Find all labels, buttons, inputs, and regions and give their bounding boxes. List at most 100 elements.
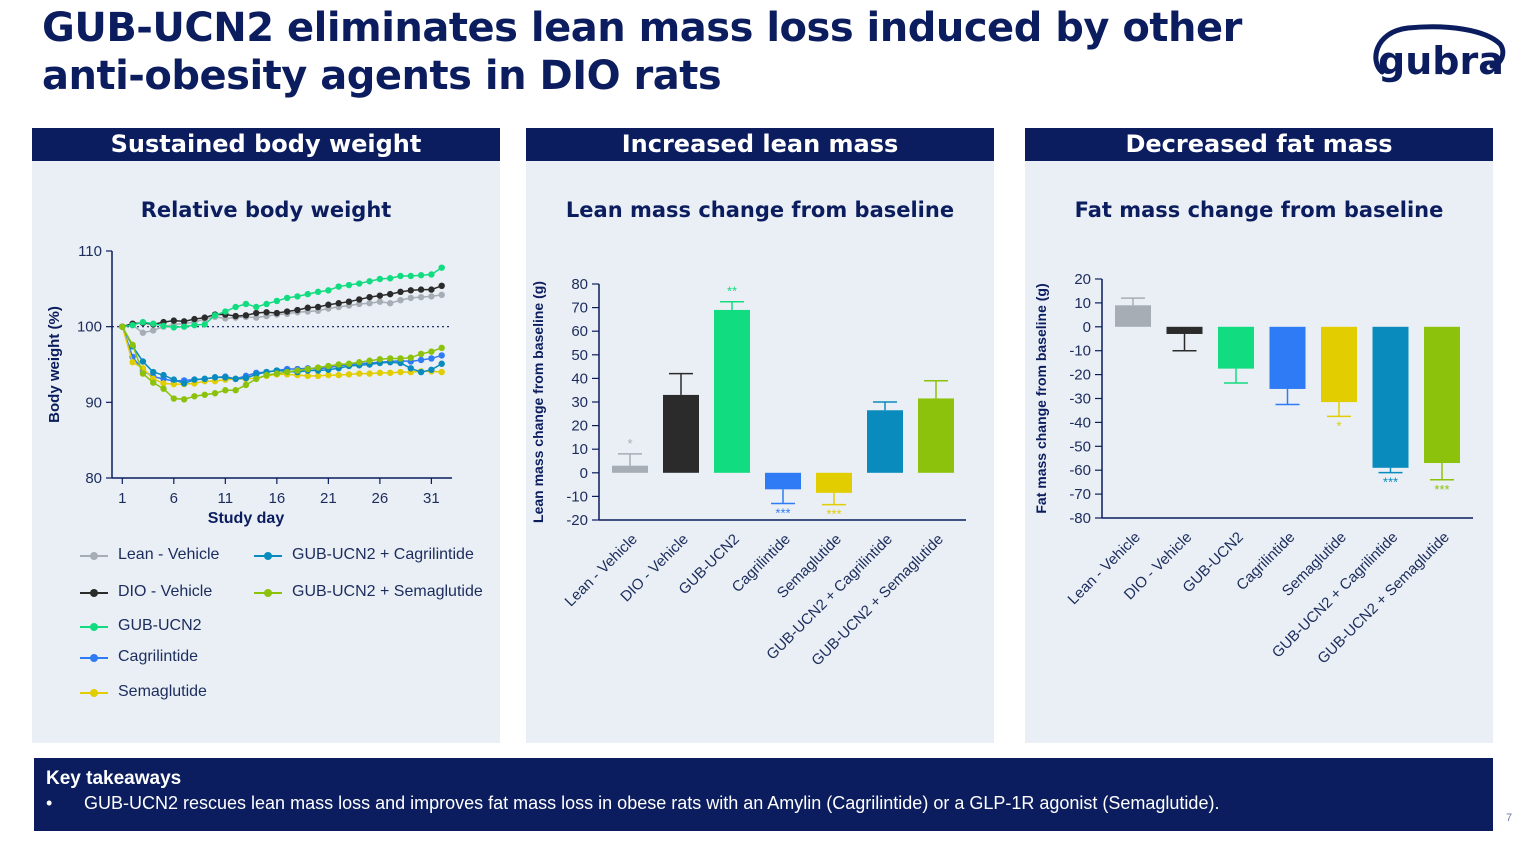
- data-point: [242, 374, 250, 382]
- chart-title: Lean mass change from baseline: [565, 198, 955, 222]
- data-point: [417, 368, 425, 376]
- bar: [1166, 326, 1203, 334]
- bar: [765, 472, 801, 490]
- bar: [1115, 305, 1151, 327]
- chart-title: Relative body weight: [140, 198, 392, 222]
- bar: [1269, 326, 1306, 389]
- series-line: [122, 267, 443, 329]
- series-line: [122, 285, 442, 328]
- data-point: [201, 391, 208, 398]
- significance-label: *: [627, 436, 632, 451]
- y-tick-label: -30: [1069, 391, 1091, 408]
- data-point: [356, 296, 363, 303]
- data-point: [345, 371, 353, 378]
- data-point: [417, 293, 425, 301]
- bar: [867, 410, 903, 473]
- panel-header: Sustained body weight: [32, 128, 500, 161]
- y-tick-label: 40: [571, 370, 588, 387]
- legend-label: Semaglutide: [118, 683, 207, 700]
- series-cagrilintide: [119, 323, 445, 385]
- data-point: [325, 362, 332, 370]
- y-tick-label: 0: [1083, 319, 1091, 336]
- bar: [612, 465, 648, 473]
- significance-label: ***: [826, 507, 841, 522]
- data-point: [129, 321, 136, 329]
- data-point: [397, 368, 404, 376]
- data-point: [273, 297, 281, 305]
- legend-label: Lean - Vehicle: [118, 546, 220, 563]
- data-point: [397, 288, 404, 296]
- data-point: [438, 291, 445, 299]
- significance-label: ***: [1383, 475, 1398, 490]
- data-point: [232, 312, 239, 320]
- bar: [714, 309, 750, 473]
- data-point: [170, 317, 178, 324]
- data-point: [191, 315, 198, 323]
- key-takeaways-box: Key takeaways • GUB-UCN2 rescues lean ma…: [34, 758, 1493, 831]
- bar: [1218, 326, 1254, 369]
- data-point: [211, 390, 219, 397]
- data-point: [170, 395, 178, 402]
- fat-mass-chart: -80 -70 -60 -50 -40 -30 -20 -10 0 10 20 Fat mass ch…: [1033, 271, 1473, 667]
- data-point: [417, 272, 425, 279]
- data-point: [335, 300, 342, 307]
- y-tick-label: 20: [1074, 271, 1091, 288]
- significance-label: *: [1336, 418, 1341, 433]
- data-point: [294, 293, 301, 300]
- y-tick-label: -10: [566, 488, 588, 505]
- data-point: [438, 352, 445, 359]
- data-point: [242, 381, 250, 389]
- bar: [663, 394, 699, 473]
- data-point: [273, 370, 281, 377]
- bar: [1424, 326, 1460, 464]
- legend-label: GUB-UCN2 + Semaglutide: [292, 583, 483, 600]
- data-point: [304, 304, 311, 311]
- data-point: [170, 376, 178, 383]
- data-point: [283, 294, 291, 302]
- data-point: [325, 301, 332, 308]
- data-point: [366, 370, 373, 377]
- data-point: [397, 296, 404, 304]
- y-axis-label: Lean mass change from baseline (g): [530, 281, 546, 523]
- data-point: [438, 360, 445, 367]
- data-point: [160, 371, 167, 379]
- data-point: [386, 300, 394, 307]
- legend-marker: [90, 623, 98, 631]
- data-point: [232, 387, 239, 394]
- slide-title: GUB-UCN2 eliminates lean mass loss induc…: [42, 4, 1242, 100]
- x-tick-label: 16: [269, 490, 286, 507]
- data-point: [428, 355, 435, 362]
- data-point: [314, 288, 322, 296]
- data-point: [438, 282, 445, 290]
- slide-title-line1: GUB-UCN2 eliminates lean mass loss induc…: [42, 5, 1242, 51]
- data-point: [253, 309, 260, 317]
- data-point: [335, 371, 342, 379]
- data-point: [191, 376, 198, 383]
- data-point: [417, 356, 425, 364]
- data-point: [211, 312, 219, 319]
- data-point: [438, 368, 445, 376]
- y-tick-label: 70: [571, 300, 588, 317]
- data-point: [407, 354, 414, 361]
- data-point: [386, 290, 394, 298]
- data-point: [294, 306, 301, 314]
- data-point: [407, 365, 414, 372]
- bar: [1372, 326, 1409, 468]
- data-point: [129, 359, 136, 366]
- data-point: [283, 308, 291, 315]
- data-point: [150, 320, 157, 327]
- data-point: [222, 374, 229, 381]
- data-point: [366, 300, 373, 307]
- series-gub-ucn2-cagrilintide: [119, 323, 445, 387]
- data-point: [376, 356, 384, 363]
- y-tick-label: 60: [571, 323, 588, 340]
- y-tick-label: 20: [571, 418, 588, 435]
- chart-title: Fat mass change from baseline: [1074, 198, 1444, 222]
- takeaway-text: GUB-UCN2 rescues lean mass loss and impr…: [84, 793, 1220, 813]
- data-point: [386, 369, 394, 377]
- y-tick-label: 80: [571, 276, 588, 293]
- data-point: [314, 364, 322, 371]
- data-point: [407, 294, 414, 302]
- legend-marker: [90, 654, 98, 662]
- panel-body-weight: Sustained body weight Relative body weig…: [32, 128, 500, 743]
